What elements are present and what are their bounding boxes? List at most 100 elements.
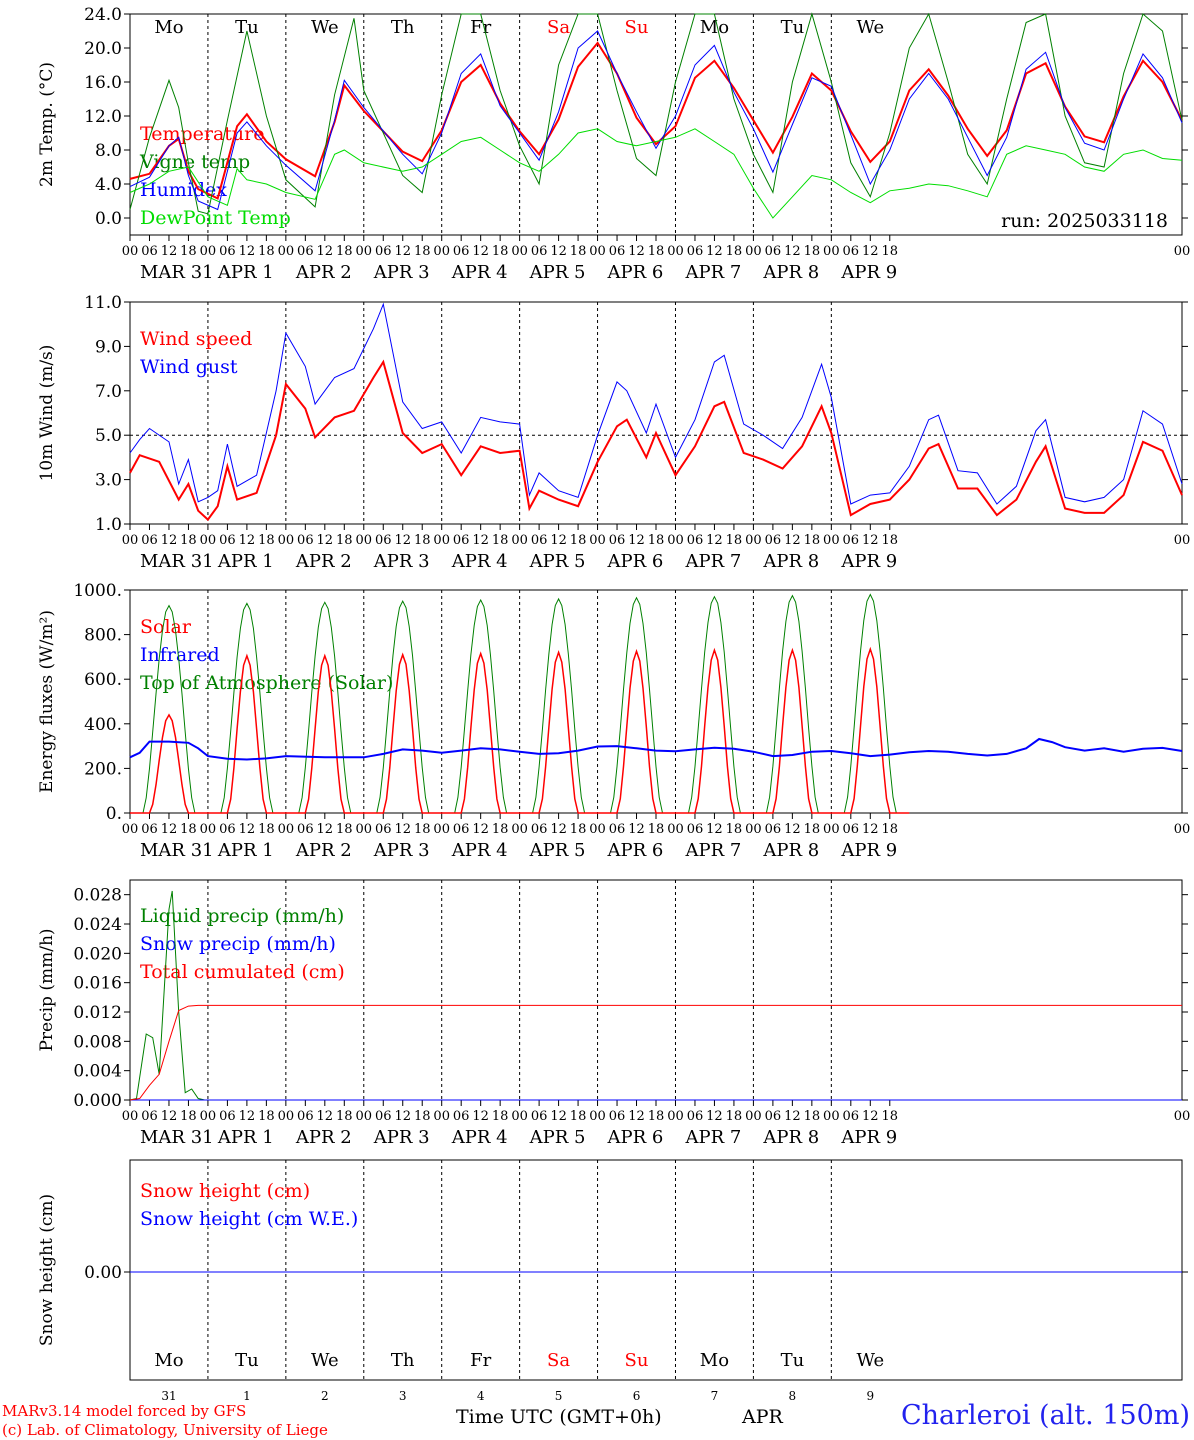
hour-tick-label: 06 [297, 533, 314, 548]
legend-entry: Temperature [140, 123, 264, 145]
hour-tick-label: 18 [570, 533, 587, 548]
hour-tick-label: 06 [375, 822, 392, 837]
hour-tick-label: 12 [628, 822, 645, 837]
date-label: APR 4 [451, 840, 508, 861]
hour-tick-label: 00 [511, 244, 528, 259]
y-tick-label: 4.0 [95, 175, 122, 195]
hour-tick-label: 00 [200, 244, 217, 259]
hour-tick-label: 12 [394, 244, 411, 259]
hour-tick-label: 12 [862, 1109, 879, 1124]
hour-tick-label: 18 [726, 1109, 743, 1124]
date-label: APR 1 [217, 1127, 274, 1148]
date-label: APR 4 [451, 1127, 508, 1148]
hour-tick-label: 06 [297, 1109, 314, 1124]
hour-tick-label: 06 [609, 822, 626, 837]
hour-tick-label: 00 [200, 533, 217, 548]
date-label: APR 7 [684, 840, 741, 861]
hour-tick-label: 06 [765, 822, 782, 837]
hour-tick-label: 06 [141, 533, 158, 548]
hour-tick-label: 12 [239, 1109, 256, 1124]
weekday-label: Sa [547, 17, 570, 38]
weekday-label: Su [625, 17, 649, 38]
hour-tick-label: 18 [882, 822, 899, 837]
hour-tick-label: 18 [492, 822, 509, 837]
hour-tick-label: 00 [823, 822, 840, 837]
weekday-label: Fr [470, 17, 491, 38]
hour-tick-label: 12 [550, 533, 567, 548]
hour-tick-label: 18 [570, 244, 587, 259]
hour-tick-label: 00 [1174, 822, 1191, 837]
y-tick-label: 600. [84, 670, 122, 690]
panel-frame [129, 13, 1183, 236]
date-label: APR 6 [607, 551, 664, 572]
y-tick-label: 16.0 [84, 73, 122, 93]
hour-tick-label: 18 [336, 822, 353, 837]
y-tick-label: 0.000 [73, 1091, 122, 1111]
hour-tick-label: 12 [862, 533, 879, 548]
hour-tick-label: 06 [687, 1109, 704, 1124]
legend-entry: Wind gust [140, 356, 238, 378]
hour-tick-label: 18 [492, 244, 509, 259]
model-credit-line2: (c) Lab. of Climatology, University of L… [2, 1421, 328, 1439]
hour-tick-label: 12 [784, 244, 801, 259]
meteogram: 0.0 4.0 8.0 12.0 16.0 20.0 24.0 2m Temp. (°C) 00… [37, 5, 1191, 1400]
hour-tick-label: 00 [745, 533, 762, 548]
hour-tick-label: 12 [317, 1109, 334, 1124]
date-label: APR 9 [840, 1127, 897, 1148]
weekday-label: Tu [235, 17, 259, 38]
hour-tick-label: 06 [453, 533, 470, 548]
date-label: APR 7 [684, 551, 741, 572]
y-tick-label: 7.0 [95, 382, 122, 402]
date-label: APR 6 [607, 840, 664, 861]
hour-tick-label: 18 [882, 1109, 899, 1124]
hour-tick-label: 12 [550, 822, 567, 837]
hour-tick-label: 06 [219, 1109, 236, 1124]
hour-tick-label: 12 [550, 244, 567, 259]
panel-frame [129, 301, 1183, 525]
hour-tick-label: 18 [414, 533, 431, 548]
hour-tick-label: 12 [784, 1109, 801, 1124]
weekday-label: We [311, 1350, 339, 1371]
date-label: APR 6 [607, 262, 664, 283]
hour-tick-label: 18 [258, 533, 275, 548]
legend-entry: Humidex [140, 179, 227, 201]
hour-tick-label: 06 [375, 533, 392, 548]
hour-tick-label: 00 [511, 533, 528, 548]
hour-tick-label: 00 [122, 244, 139, 259]
date-label: APR 2 [295, 1127, 352, 1148]
day-number-label: 31 [161, 1389, 176, 1400]
hour-tick-label: 00 [356, 244, 373, 259]
hour-tick-label: 18 [804, 1109, 821, 1124]
weekday-label: Th [391, 17, 415, 38]
y-axis-label: Precip (mm/h) [37, 928, 57, 1051]
hour-tick-label: 06 [687, 533, 704, 548]
hour-tick-label: 12 [317, 244, 334, 259]
y-tick-label: 3.0 [95, 471, 122, 491]
hour-tick-label: 06 [531, 533, 548, 548]
hour-tick-label: 06 [141, 244, 158, 259]
hour-tick-label: 12 [161, 822, 178, 837]
hour-tick-label: 12 [239, 822, 256, 837]
hour-tick-label: 00 [122, 1109, 139, 1124]
series-line [129, 1004, 1182, 1101]
hour-tick-label: 06 [453, 822, 470, 837]
date-label: APR 5 [529, 840, 586, 861]
hour-tick-label: 12 [784, 822, 801, 837]
hour-tick-label: 06 [843, 244, 860, 259]
date-label: MAR 31 [140, 1127, 214, 1148]
hour-tick-label: 12 [628, 1109, 645, 1124]
hour-tick-label: 12 [628, 244, 645, 259]
hour-tick-label: 18 [570, 1109, 587, 1124]
day-number-label: 2 [321, 1389, 329, 1400]
hour-tick-label: 00 [278, 244, 295, 259]
hour-tick-label: 18 [258, 822, 275, 837]
y-tick-label: 20.0 [84, 39, 122, 59]
hour-tick-label: 00 [589, 244, 606, 259]
weekday-label: We [856, 17, 884, 38]
hour-tick-label: 00 [667, 533, 684, 548]
hour-tick-label: 12 [394, 822, 411, 837]
hour-tick-label: 06 [531, 244, 548, 259]
date-label: APR 5 [529, 1127, 586, 1148]
hour-tick-label: 06 [375, 1109, 392, 1124]
y-tick-label: 1000. [73, 581, 122, 601]
